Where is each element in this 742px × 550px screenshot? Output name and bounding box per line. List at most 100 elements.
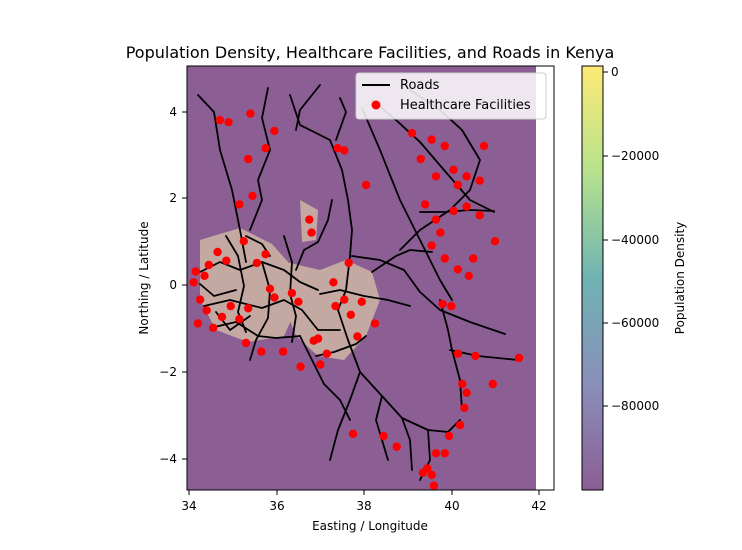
healthcare-facility-marker (462, 388, 471, 397)
healthcare-facility-marker (475, 176, 484, 185)
healthcare-facility-marker (191, 267, 200, 276)
x-axis: 34 36 38 40 42 Easting / Longitude (181, 490, 547, 533)
healthcare-facility-marker (313, 334, 323, 343)
healthcare-facility-marker (460, 403, 469, 412)
healthcare-facility-marker (370, 319, 380, 328)
x-tick-label: 36 (269, 499, 284, 513)
healthcare-facility-marker (244, 154, 253, 164)
healthcare-facility-marker (329, 278, 338, 287)
healthcare-facility-marker (222, 256, 231, 265)
healthcare-facility-marker (200, 271, 209, 280)
healthcare-facility-marker (209, 323, 218, 332)
x-axis-label: Easting / Longitude (312, 519, 428, 533)
plot-area (187, 66, 536, 490)
healthcare-facility-marker (440, 449, 449, 458)
healthcare-facility-marker (429, 481, 439, 490)
healthcare-facility-marker (340, 295, 349, 304)
healthcare-facility-marker (344, 258, 353, 268)
healthcare-facility-marker (392, 442, 401, 451)
healthcare-facility-marker (340, 146, 349, 155)
healthcare-facility-marker (357, 297, 366, 306)
healthcare-facility-marker (265, 284, 275, 293)
healthcare-facility-marker (427, 241, 436, 250)
x-tick-label: 40 (444, 499, 459, 513)
healthcare-facility-marker (287, 288, 297, 298)
healthcare-facility-marker (261, 250, 270, 259)
healthcare-facility-marker (296, 362, 305, 371)
legend-facility-swatch (371, 100, 381, 110)
legend: Roads Healthcare Facilities (355, 72, 547, 120)
y-tick-label: 2 (169, 191, 177, 205)
healthcare-facility-marker (235, 200, 244, 209)
healthcare-facility-marker (217, 312, 227, 322)
healthcare-facility-marker (215, 115, 224, 125)
healthcare-facilities-layer (189, 109, 524, 490)
plot-frame (186, 65, 555, 491)
healthcare-facility-marker (471, 351, 480, 361)
healthcare-facility-marker (488, 379, 497, 389)
colorbar-tick-label: 0 (611, 65, 619, 79)
y-tick-label: −4 (159, 452, 177, 466)
colorbar-tick-label: −40000 (611, 233, 659, 247)
healthcare-facility-marker (427, 470, 436, 480)
colorbar: 0 −20000 −40000 −60000 −80000 Population… (581, 65, 687, 491)
healthcare-facility-marker (213, 247, 222, 257)
healthcare-facility-marker (453, 265, 463, 274)
healthcare-facility-marker (193, 319, 203, 328)
healthcare-facility-marker (261, 144, 270, 153)
x-tick-label: 42 (531, 499, 546, 513)
healthcare-facility-marker (307, 228, 316, 237)
healthcare-facility-marker (331, 301, 340, 311)
healthcare-facility-marker (305, 215, 314, 224)
healthcare-facility-marker (462, 172, 471, 181)
y-tick-label: −2 (159, 365, 177, 379)
x-tick-label: 34 (181, 499, 196, 513)
healthcare-facility-marker (447, 301, 456, 311)
healthcare-facility-marker (252, 258, 262, 268)
healthcare-facility-marker (416, 154, 425, 164)
healthcare-facility-marker (294, 297, 303, 306)
healthcare-facility-marker (322, 349, 331, 358)
healthcare-facility-marker (189, 278, 198, 287)
healthcare-facility-marker (278, 347, 288, 356)
healthcare-facility-marker (475, 211, 484, 220)
healthcare-facility-marker (420, 200, 430, 209)
x-tick-label: 38 (356, 499, 371, 513)
healthcare-facility-marker (235, 314, 244, 324)
healthcare-facility-marker (431, 172, 441, 181)
colorbar-tick-label: −20000 (611, 149, 659, 163)
healthcare-facility-marker (436, 228, 445, 237)
healthcare-facility-marker (427, 135, 436, 144)
colorbar-tick-label: −80000 (611, 399, 659, 413)
healthcare-facility-marker (257, 347, 266, 356)
y-axis-label: Northing / Latitude (137, 221, 151, 334)
healthcare-facility-marker (244, 304, 253, 313)
healthcare-facility-marker (455, 420, 465, 430)
legend-facilities-label: Healthcare Facilities (400, 98, 531, 113)
healthcare-facility-marker (431, 215, 441, 224)
healthcare-facility-marker (453, 180, 463, 190)
legend-roads-label: Roads (400, 78, 440, 93)
y-axis: 4 2 0 −2 −4 Northing / Latitude (137, 105, 187, 466)
healthcare-facility-marker (490, 237, 500, 246)
colorbar-tick-label: −60000 (611, 316, 659, 330)
healthcare-facility-marker (379, 431, 388, 441)
healthcare-facility-marker (246, 109, 255, 118)
healthcare-facility-marker (204, 260, 213, 270)
colorbar-gradient (581, 65, 604, 491)
healthcare-facility-marker (241, 338, 251, 348)
y-tick-label: 0 (169, 278, 177, 292)
healthcare-facility-marker (479, 141, 489, 151)
healthcare-facility-marker (418, 468, 428, 477)
healthcare-facility-marker (361, 180, 371, 190)
healthcare-facility-marker (462, 202, 471, 211)
healthcare-facility-marker (469, 254, 478, 263)
healthcare-facility-marker (449, 206, 458, 216)
healthcare-facility-marker (431, 449, 441, 458)
healthcare-facility-marker (440, 254, 449, 263)
healthcare-facility-marker (464, 271, 473, 280)
healthcare-facility-marker (453, 349, 463, 358)
healthcare-facility-marker (270, 293, 279, 302)
healthcare-facility-marker (438, 299, 447, 309)
